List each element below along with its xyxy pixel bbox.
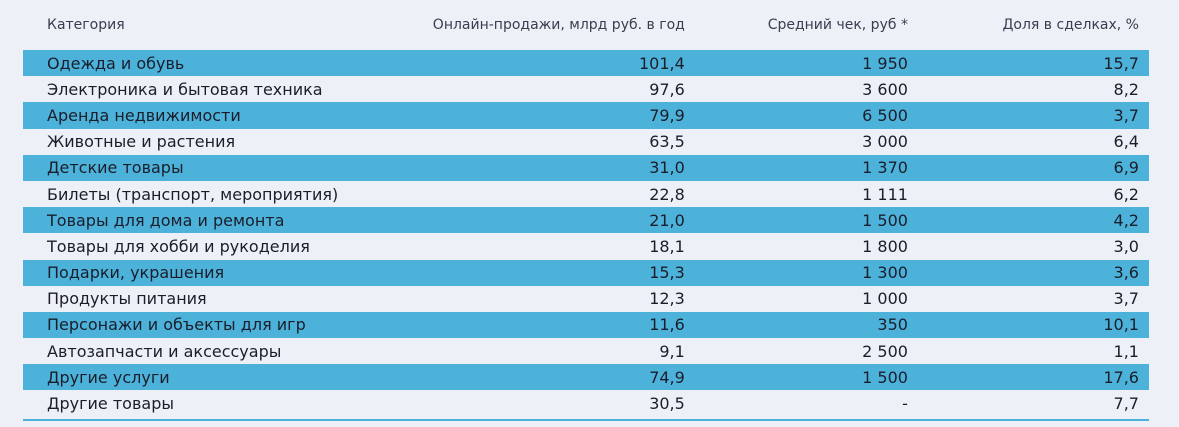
cell-category: Персонажи и объекты для игр [47,315,306,335]
cell-deal-share: 15,7 [1103,53,1139,73]
cell-online-sales: 21,0 [649,210,685,230]
cell-online-sales: 9,1 [659,341,685,361]
cell-category: Одежда и обувь [47,53,185,73]
cell-deal-share: 10,1 [1103,315,1139,335]
table-row: Автозапчасти и аксессуары 9,1 2 500 1,1 [23,338,1149,364]
cell-average-check: 1 500 [862,210,908,230]
header-online-sales: Онлайн-продажи, млрд руб. в год [432,17,685,33]
cell-category: Детские товары [47,158,184,178]
cell-average-check: 1 000 [862,289,908,309]
table-row: Билеты (транспорт, мероприятия) 22,8 1 1… [23,181,1149,207]
cell-average-check: 1 111 [862,184,908,204]
table-row: Детские товары 31,0 1 370 6,9 [23,154,1149,181]
cell-category: Электроника и бытовая техника [47,79,323,99]
cell-online-sales: 30,5 [649,394,685,414]
cell-category: Билеты (транспорт, мероприятия) [47,184,339,204]
cell-average-check: 1 500 [862,367,908,387]
table-row: Подарки, украшения 15,3 1 300 3,6 [23,259,1149,286]
cell-deal-share: 6,9 [1113,158,1139,178]
cell-category: Другие товары [47,394,174,414]
cell-deal-share: 3,0 [1113,236,1139,256]
header-average-check: Средний чек, руб * [767,17,908,33]
cell-category: Товары для хобби и рукоделия [47,236,310,256]
cell-deal-share: 6,2 [1113,184,1139,204]
cell-online-sales: 22,8 [649,184,685,204]
table-row: Одежда и обувь 101,4 1 950 15,7 [23,50,1149,77]
cell-online-sales: 97,6 [649,79,685,99]
cell-deal-share: 3,7 [1113,289,1139,309]
cell-category: Продукты питания [47,289,207,309]
cell-online-sales: 11,6 [649,315,685,335]
cell-category: Другие услуги [47,367,170,387]
table-row: Продукты питания 12,3 1 000 3,7 [23,286,1149,312]
cell-average-check: 6 500 [862,105,908,125]
cell-average-check: 1 800 [862,236,908,256]
cell-deal-share: 4,2 [1113,210,1139,230]
table-row: Аренда недвижимости 79,9 6 500 3,7 [23,102,1149,129]
cell-online-sales: 101,4 [639,53,685,73]
table-row: Животные и растения 63,5 3 000 6,4 [23,129,1149,155]
cell-online-sales: 31,0 [649,158,685,178]
cell-online-sales: 18,1 [649,236,685,256]
cell-deal-share: 6,4 [1113,132,1139,152]
cell-online-sales: 15,3 [649,263,685,283]
cell-online-sales: 63,5 [649,132,685,152]
cell-category: Аренда недвижимости [47,105,241,125]
cell-average-check: 1 950 [862,53,908,73]
cell-category: Товары для дома и ремонта [47,210,285,230]
cell-deal-share: 8,2 [1113,79,1139,99]
cell-deal-share: 3,6 [1113,263,1139,283]
cell-category: Подарки, украшения [47,263,225,283]
cell-online-sales: 79,9 [649,105,685,125]
table-row: Персонажи и объекты для игр 11,6 350 10,… [23,311,1149,339]
cell-average-check: 350 [877,315,908,335]
cell-category: Животные и растения [47,132,236,152]
header-category: Категория [47,17,125,33]
header-deal-share: Доля в сделках, % [1002,17,1139,33]
data-table: Категория Онлайн-продажи, млрд руб. в го… [23,0,1149,421]
cell-online-sales: 74,9 [649,367,685,387]
table-bottom-rule [23,418,1149,421]
cell-average-check: 3 600 [862,79,908,99]
cell-deal-share: 3,7 [1113,105,1139,125]
cell-average-check: 1 300 [862,263,908,283]
cell-category: Автозапчасти и аксессуары [47,341,282,361]
table-row: Другие товары 30,5 - 7,7 [23,390,1149,416]
cell-online-sales: 12,3 [649,289,685,309]
cell-deal-share: 7,7 [1113,394,1139,414]
cell-average-check: 1 370 [862,158,908,178]
cell-average-check: - [902,394,908,414]
table-row: Товары для хобби и рукоделия 18,1 1 800 … [23,233,1149,259]
table-row: Электроника и бытовая техника 97,6 3 600… [23,76,1149,102]
cell-average-check: 2 500 [862,341,908,361]
cell-deal-share: 1,1 [1113,341,1139,361]
cell-average-check: 3 000 [862,132,908,152]
table-row: Товары для дома и ремонта 21,0 1 500 4,2 [23,207,1149,234]
cell-deal-share: 17,6 [1103,367,1139,387]
table-header: Категория Онлайн-продажи, млрд руб. в го… [23,0,1149,50]
table-row: Другие услуги 74,9 1 500 17,6 [23,364,1149,391]
